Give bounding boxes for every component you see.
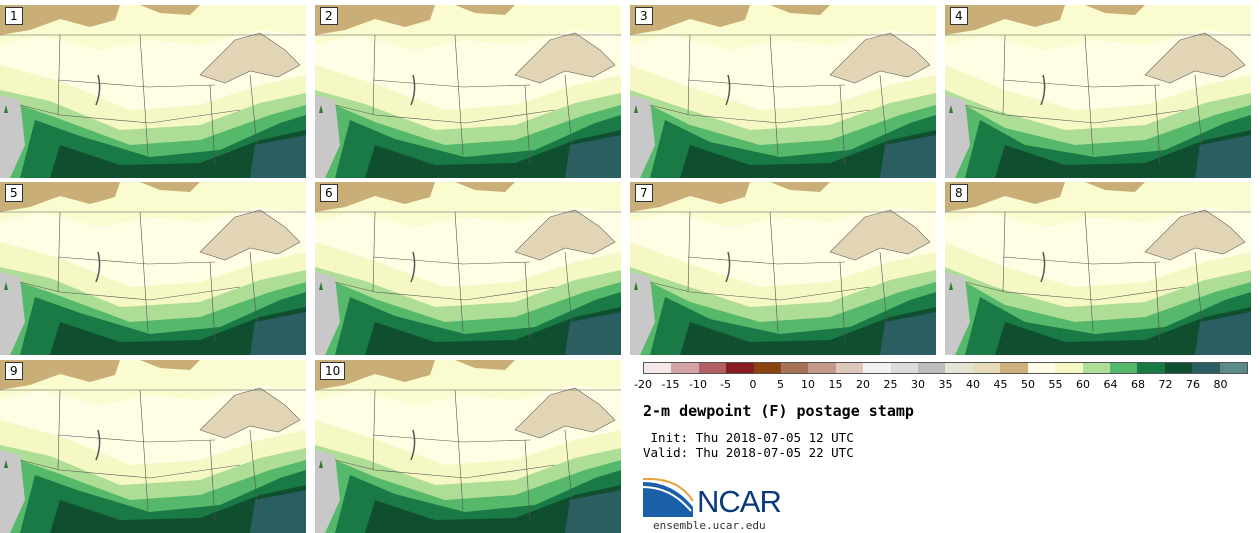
ensemble-member-panel: 6: [315, 182, 621, 355]
colorbar-segment: [753, 363, 782, 373]
dewpoint-map: [0, 182, 306, 355]
colorbar-tick-label: 55: [1048, 378, 1063, 391]
colorbar-segment: [808, 363, 836, 373]
colorbar-segment: [1027, 363, 1056, 373]
colorbar-segment: [1055, 363, 1083, 373]
init-time: Init: Thu 2018-07-05 12 UTC: [643, 430, 854, 445]
panel-number: 5: [5, 184, 23, 202]
colorbar-tick-label: 72: [1158, 378, 1173, 391]
colorbar-tick-label: 60: [1076, 378, 1090, 391]
colorbar-tick-label: 50: [1021, 378, 1035, 391]
ensemble-member-panel: 7: [630, 182, 936, 355]
ensemble-member-panel: 3: [630, 5, 936, 178]
colorbar-segment: [671, 363, 699, 373]
colorbar-tick-label: 30: [911, 378, 925, 391]
ensemble-member-panel: 9: [0, 360, 306, 533]
dewpoint-map: [315, 360, 621, 533]
colorbar-tick-label: 15: [828, 378, 843, 391]
colorbar-segment: [945, 363, 973, 373]
colorbar-tick-label: -20: [634, 378, 652, 391]
colorbar-tick-label: 40: [966, 378, 980, 391]
colorbar-tick-label: -15: [661, 378, 680, 391]
ensemble-member-panel: 2: [315, 5, 621, 178]
ensemble-member-panel: 4: [945, 5, 1251, 178]
ensemble-member-panel: 5: [0, 182, 306, 355]
colorbar-tick-label: 64: [1103, 378, 1118, 391]
ncar-logo-icon: [643, 477, 694, 517]
panel-number: 2: [320, 7, 338, 25]
colorbar-segment: [1109, 363, 1138, 373]
ncar-logo-text: NCAR: [697, 484, 782, 519]
panel-number: 4: [950, 7, 968, 25]
colorbar-tick-label: 10: [801, 378, 815, 391]
colorbar-segment: [1164, 363, 1193, 373]
colorbar-segment: [644, 363, 672, 373]
colorbar-segment: [918, 363, 946, 373]
colorbar-segment: [726, 363, 754, 373]
panel-number: 3: [635, 7, 653, 25]
colorbar-segment: [1192, 363, 1220, 373]
colorbar-segment: [698, 363, 727, 373]
colorbar-tick-label: 5: [777, 378, 784, 391]
dewpoint-map: [0, 5, 306, 178]
colorbar-segment: [781, 363, 809, 373]
ensemble-member-panel: 10: [315, 360, 621, 533]
colorbar: [643, 362, 1248, 374]
colorbar-tick-label: 20: [856, 378, 870, 391]
ensemble-url: ensemble.ucar.edu: [653, 519, 766, 532]
dewpoint-map: [630, 182, 936, 355]
colorbar-tick-label: 80: [1213, 378, 1228, 391]
colorbar-tick-label: 76: [1186, 378, 1200, 391]
dewpoint-map: [945, 5, 1251, 178]
panel-number: 9: [5, 362, 23, 380]
colorbar-segment: [890, 363, 919, 373]
colorbar-segment: [1082, 363, 1110, 373]
colorbar-tick-label: 25: [883, 378, 898, 391]
dewpoint-map: [945, 182, 1251, 355]
colorbar-tick-label: 68: [1131, 378, 1145, 391]
ensemble-member-panel: 8: [945, 182, 1251, 355]
colorbar-tick-label: -10: [689, 378, 707, 391]
dewpoint-map: [630, 5, 936, 178]
colorbar-segment: [972, 363, 1001, 373]
dewpoint-map: [315, 182, 621, 355]
panel-number: 10: [320, 362, 346, 380]
colorbar-segment: [863, 363, 891, 373]
figure-title: 2-m dewpoint (F) postage stamp: [643, 402, 914, 420]
panel-number: 7: [635, 184, 653, 202]
colorbar-tick-label: 35: [938, 378, 953, 391]
colorbar-segment: [1000, 363, 1028, 373]
colorbar-tick-label: 0: [749, 378, 757, 391]
panel-number: 1: [5, 7, 23, 25]
panel-number: 6: [320, 184, 338, 202]
colorbar-segment: [1219, 363, 1247, 373]
dewpoint-map: [0, 360, 306, 533]
valid-time: Valid: Thu 2018-07-05 22 UTC: [643, 445, 854, 460]
colorbar-segment: [1137, 363, 1165, 373]
dewpoint-map: [315, 5, 621, 178]
panel-number: 8: [950, 184, 968, 202]
ensemble-member-panel: 1: [0, 5, 306, 178]
colorbar-tick-label: 45: [993, 378, 1008, 391]
colorbar-segment: [835, 363, 864, 373]
colorbar-tick-label: -5: [720, 378, 731, 391]
colorbar-ticks: -20 -15 -10 -5 0 5 10 15 20 25 30 35 40 45 50 55 60 64 68 7…: [634, 378, 1248, 392]
